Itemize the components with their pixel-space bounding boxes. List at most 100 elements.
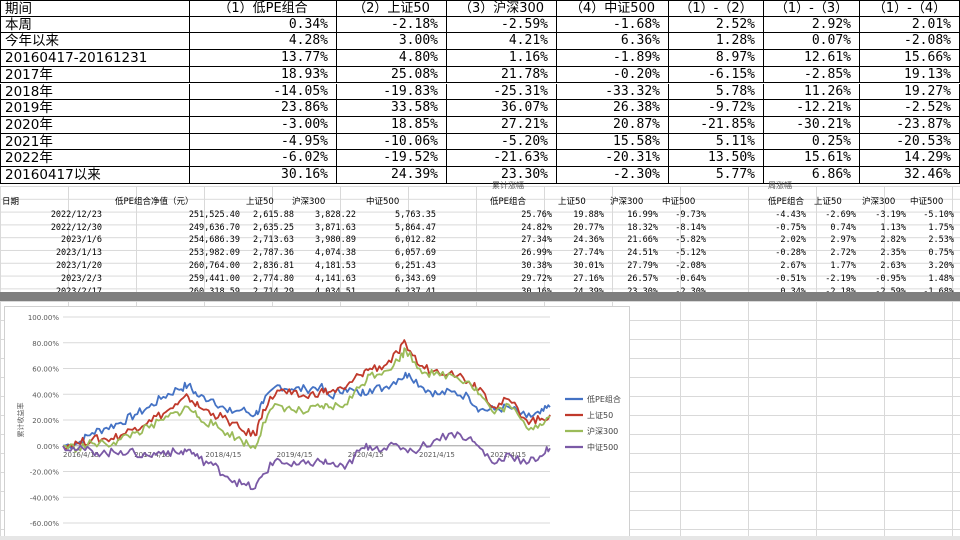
sheet-cell[interactable]: 27.79% (627, 261, 658, 271)
summary-cell[interactable]: 19.27% (860, 83, 960, 101)
sheet-cell[interactable]: -2.59% (856, 286, 906, 299)
cumulative-return-chart[interactable]: 100.00% 80.00% 60.00% 40.00% 20.00% 0.00% -20.… (4, 306, 630, 538)
sheet-cell[interactable]: 2.82% (880, 235, 906, 246)
sheet-cell[interactable]: 2023/1/20 (55, 261, 102, 271)
sheet-cell[interactable]: 29.72% (521, 273, 552, 284)
sheet-cell[interactable]: -0.95% (875, 273, 906, 284)
summary-cell[interactable]: 19.13% (860, 66, 960, 84)
sheet-cell[interactable]: 2.97% (830, 235, 856, 246)
summary-cell[interactable]: 15.61% (764, 150, 860, 167)
sheet-cell[interactable]: 1.13% (880, 222, 906, 233)
summary-cell[interactable]: -10.06% (337, 133, 447, 151)
summary-cell[interactable]: -23.87% (860, 116, 960, 134)
summary-cell[interactable]: -2.08% (860, 33, 960, 51)
summary-cell[interactable]: -1.89% (557, 50, 669, 67)
summary-cell[interactable]: 1.28% (669, 33, 764, 51)
summary-cell[interactable]: 32.46% (860, 167, 960, 184)
summary-cell[interactable]: 18.93% (190, 66, 337, 84)
summary-cell[interactable]: -2.59% (447, 16, 557, 34)
sheet-cell[interactable]: 5,864.47 (395, 222, 436, 233)
summary-cell[interactable]: -9.72% (669, 100, 764, 117)
sheet-header-cell[interactable]: 上证50 (558, 197, 586, 207)
summary-cell[interactable]: 23.86% (190, 100, 337, 117)
summary-cell[interactable]: 21.78% (447, 66, 557, 84)
sheet-cell[interactable]: 2023/1/13 (55, 248, 102, 259)
sheet-cell[interactable]: 2.35% (880, 248, 906, 259)
sheet-cell[interactable]: 3,980.89 (315, 235, 356, 246)
sheet-cell[interactable]: -0.75% (775, 222, 806, 233)
summary-header-cell[interactable]: （4）中证500 (557, 1, 669, 17)
summary-cell[interactable]: -2.18% (337, 16, 447, 34)
sheet-cell[interactable]: 2,714.29 (240, 286, 294, 299)
sheet-cell[interactable]: 5,763.35 (395, 209, 436, 220)
summary-cell[interactable]: -5.20% (447, 133, 557, 151)
summary-cell[interactable]: -20.53% (860, 133, 960, 151)
sheet-cell[interactable]: 20.77% (573, 222, 604, 233)
sheet-cell[interactable]: 2.67% (780, 261, 806, 271)
summary-cell[interactable]: 30.16% (190, 167, 337, 184)
sheet-cell[interactable]: 260,764.00 (188, 261, 240, 271)
sheet-cell[interactable]: 0.34% (756, 286, 806, 299)
summary-cell[interactable]: 2019年 (0, 100, 190, 117)
sheet-cell[interactable]: 260,318.59 (110, 286, 240, 299)
summary-cell[interactable]: 5.78% (669, 83, 764, 101)
sheet-cell[interactable]: 2.02% (780, 235, 806, 246)
summary-cell[interactable]: 8.97% (669, 50, 764, 67)
summary-cell[interactable]: -4.95% (190, 133, 337, 151)
summary-cell[interactable]: -2.52% (860, 100, 960, 117)
sheet-cell[interactable]: -2.19% (825, 273, 856, 284)
summary-cell[interactable]: 3.00% (337, 33, 447, 51)
sheet-cell[interactable]: 1.48% (928, 273, 954, 284)
sheet-cell[interactable]: 2023/2/3 (61, 273, 102, 284)
sheet-cell[interactable]: 0.74% (830, 222, 856, 233)
sheet-cell[interactable]: 2,713.63 (253, 235, 294, 246)
sheet-cell[interactable]: 2,787.36 (253, 248, 294, 259)
sheet-cell[interactable]: 18.32% (627, 222, 658, 233)
summary-header-cell[interactable]: （1）-（3） (764, 1, 860, 17)
sheet-header-cell[interactable]: 沪深300 (610, 197, 644, 207)
sheet-header-cell[interactable]: 低PE组合 (768, 197, 804, 207)
summary-cell[interactable]: -25.31% (447, 83, 557, 101)
sheet-cell[interactable]: 21.66% (627, 235, 658, 246)
summary-cell[interactable]: 14.29% (860, 150, 960, 167)
summary-cell[interactable]: 2022年 (0, 150, 190, 167)
summary-cell[interactable]: 2.92% (764, 16, 860, 34)
sheet-cell[interactable]: -0.28% (775, 248, 806, 259)
summary-cell[interactable]: 2.52% (669, 16, 764, 34)
summary-cell[interactable]: 20160417-20161231 (0, 50, 190, 67)
sheet-header-cell[interactable]: 沪深300 (862, 197, 896, 207)
summary-cell[interactable]: -6.15% (669, 66, 764, 84)
sheet-header-cell[interactable]: 中证500 (366, 197, 400, 207)
sheet-cell[interactable]: 24.82% (521, 222, 552, 233)
sheet-cell[interactable]: 3,828.22 (315, 209, 356, 220)
window-splitter[interactable] (0, 292, 960, 301)
sheet-cell[interactable]: 251,525.40 (188, 209, 240, 220)
summary-cell[interactable]: 26.38% (557, 100, 669, 117)
sheet-cell[interactable]: 4,034.51 (290, 286, 356, 299)
sheet-cell[interactable]: -3.19% (875, 209, 906, 220)
sheet-cell[interactable]: 6,251.43 (395, 261, 436, 271)
sheet-cell[interactable]: 27.34% (521, 235, 552, 246)
sheet-cell[interactable]: 24.36% (573, 235, 604, 246)
summary-cell[interactable]: 15.66% (860, 50, 960, 67)
sheet-cell[interactable]: -0.51% (775, 273, 806, 284)
sheet-cell[interactable]: 254,686.39 (188, 235, 240, 246)
summary-header-cell[interactable]: （1）-（2） (669, 1, 764, 17)
sheet-cell[interactable]: 24.39% (552, 286, 604, 299)
summary-cell[interactable]: -14.05% (190, 83, 337, 101)
summary-cell[interactable]: 20160417以来 (0, 167, 190, 184)
summary-cell[interactable]: 6.36% (557, 33, 669, 51)
sheet-tabs-bar[interactable] (0, 536, 960, 540)
summary-cell[interactable]: 5.11% (669, 133, 764, 151)
summary-cell[interactable]: 2020年 (0, 116, 190, 134)
sheet-cell[interactable]: 30.01% (573, 261, 604, 271)
sheet-cell[interactable]: -5.10% (923, 209, 954, 220)
sheet-cell[interactable]: -9.73% (675, 209, 706, 220)
sheet-cell[interactable]: 249,636.70 (188, 222, 240, 233)
sheet-header-cell[interactable]: 低PE组合 (490, 197, 526, 207)
summary-cell[interactable]: 4.21% (447, 33, 557, 51)
sheet-cell[interactable]: 0.75% (928, 248, 954, 259)
summary-cell[interactable]: 6.86% (764, 167, 860, 184)
sheet-cell[interactable]: 27.74% (573, 248, 604, 259)
sheet-cell[interactable]: -0.64% (675, 273, 706, 284)
